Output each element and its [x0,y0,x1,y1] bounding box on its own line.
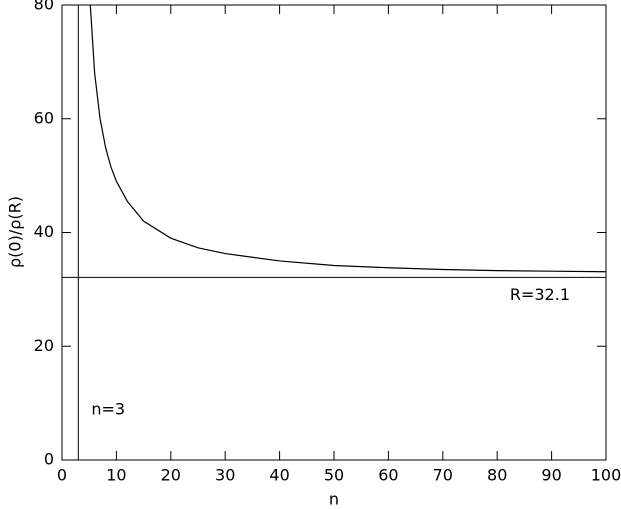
x-tick-label: 50 [324,466,344,485]
reference-label: n=3 [91,400,125,419]
y-tick-label: 0 [44,450,54,469]
y-axis-label: ρ(0)/ρ(R) [6,196,25,268]
x-tick-label: 0 [57,466,67,485]
x-tick-label: 10 [106,466,126,485]
x-tick-label: 40 [269,466,289,485]
x-tick-label: 20 [161,466,181,485]
x-tick-label: 60 [378,466,398,485]
data-line [89,4,607,273]
x-tick-label: 70 [433,466,453,485]
x-tick-label: 30 [215,466,235,485]
y-tick-label: 80 [34,0,54,14]
x-tick-label: 80 [487,466,507,485]
x-tick-label: 100 [591,466,621,485]
y-tick-label: 20 [34,336,54,355]
y-tick-label: 40 [34,222,54,241]
x-tick-label: 90 [541,466,561,485]
plot-frame [61,4,607,461]
y-tick-label: 60 [34,108,54,127]
reference-label: R=32.1 [510,285,570,304]
x-axis-label: n [329,490,339,509]
